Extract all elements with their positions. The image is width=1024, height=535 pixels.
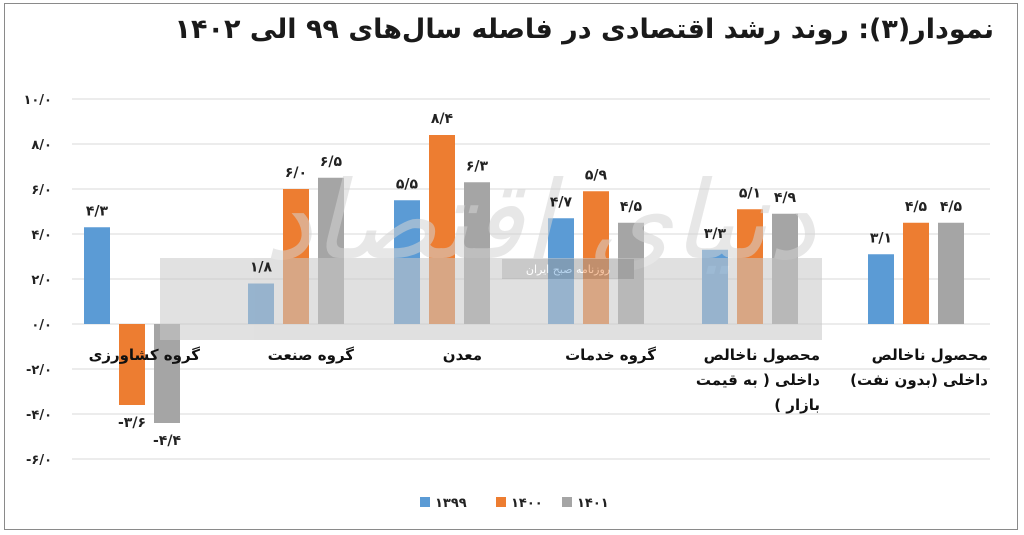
data-label: ۶/۵: [320, 154, 343, 170]
legend-label: ۱۴۰۰: [511, 496, 543, 511]
data-label: ۳/۳: [704, 226, 727, 242]
y-tick-label: ۰/۰: [31, 318, 52, 333]
watermark-caption-box: [502, 259, 634, 279]
bar: [154, 324, 180, 423]
legend-swatch: [496, 497, 506, 507]
data-label: ۴/۹: [774, 190, 797, 206]
data-label: ۴/۵: [905, 199, 928, 215]
data-label: -۴/۴: [153, 433, 181, 449]
y-tick-label: ۶/۰: [31, 183, 52, 198]
y-tick-label: ۱۰/۰: [23, 93, 52, 108]
y-tick-label: -۶/۰: [26, 453, 52, 468]
category-label: محصول ناخالص: [704, 346, 820, 364]
data-label: ۴/۵: [940, 199, 963, 215]
category-labels: گروه کشاورزی گروه صنعت معدن گروه خدمات محصول…: [89, 346, 989, 414]
category-label: داخلی ( به قیمت: [696, 371, 820, 389]
data-label: ۵/۱: [739, 185, 761, 201]
data-label: ۵/۵: [396, 176, 419, 192]
legend-label: ۱۳۹۹: [435, 496, 467, 511]
watermark-band: [160, 258, 822, 340]
data-label: ۵/۹: [585, 167, 608, 183]
watermark: دنیای اقتصاد روزنامه صبح ایران: [160, 159, 822, 340]
category-label: محصول ناخالص: [872, 346, 988, 364]
data-label: ۶/۳: [466, 158, 489, 174]
data-label: ۶/۰: [285, 165, 307, 181]
watermark-caption: روزنامه صبح ایران: [526, 263, 610, 276]
legend-swatch: [562, 497, 572, 507]
y-tick-label: ۸/۰: [31, 138, 52, 153]
y-axis: ۱۰/۰ ۸/۰ ۶/۰ ۴/۰ ۲/۰ ۰/۰ -۲/۰ -۴/۰ -۶/۰: [23, 93, 52, 468]
bar: [903, 222, 929, 324]
y-tick-label: ۴/۰: [31, 228, 52, 243]
category-label: داخلی (بدون نفت): [850, 371, 988, 389]
data-labels: ۴/۳ ۱/۸ ۵/۵ ۴/۷ ۳/۳ ۳/۱ -۳/۶ ۶/۰ ۸/۴ ۵/۹ ۵/۱ ۴/۵ -۴/…: [86, 111, 963, 449]
category-label: بازار ): [774, 396, 820, 414]
legend: ۱۳۹۹ ۱۴۰۰ ۱۴۰۱: [420, 496, 609, 511]
y-tick-label: ۲/۰: [31, 273, 52, 288]
data-label: -۳/۶: [118, 415, 146, 431]
bar: [119, 324, 145, 405]
bar: [868, 254, 894, 324]
legend-label: ۱۴۰۱: [577, 496, 609, 511]
data-label: ۴/۷: [550, 194, 573, 210]
data-label: ۴/۵: [620, 199, 643, 215]
bar: [938, 222, 964, 324]
category-label: گروه صنعت: [268, 346, 355, 364]
y-tick-label: -۲/۰: [26, 363, 52, 378]
bar: [84, 227, 110, 324]
data-label: ۱/۸: [250, 260, 273, 276]
data-label: ۳/۱: [870, 230, 892, 246]
category-label: معدن: [443, 346, 482, 364]
data-label: ۸/۴: [431, 111, 454, 127]
data-label: ۴/۳: [86, 203, 109, 219]
legend-swatch: [420, 497, 430, 507]
category-label: گروه خدمات: [565, 346, 656, 364]
chart-title: نمودار(۳): روند رشد اقتصادی در فاصله سال…: [174, 14, 994, 45]
y-tick-label: -۴/۰: [26, 408, 52, 423]
category-label: گروه کشاورزی: [89, 346, 201, 364]
